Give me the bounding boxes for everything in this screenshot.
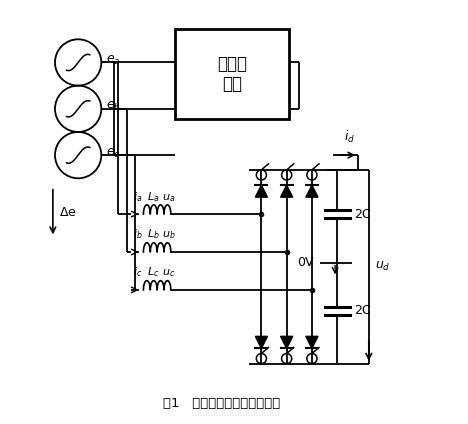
Text: $i_a$: $i_a$ bbox=[133, 190, 142, 204]
Text: $e_b$: $e_b$ bbox=[105, 100, 120, 113]
Text: $\Delta$e: $\Delta$e bbox=[59, 206, 77, 218]
Text: $L_a$: $L_a$ bbox=[147, 190, 159, 204]
Text: $i_c$: $i_c$ bbox=[133, 265, 142, 279]
Text: $e_a$: $e_a$ bbox=[105, 54, 120, 67]
Text: $u_c$: $u_c$ bbox=[161, 268, 175, 279]
Text: 图1   三相三线有源滤波器电路: 图1 三相三线有源滤波器电路 bbox=[163, 397, 280, 410]
Polygon shape bbox=[281, 185, 292, 197]
Text: $i_b$: $i_b$ bbox=[133, 228, 143, 242]
Text: $u_a$: $u_a$ bbox=[161, 192, 175, 204]
Text: 2C: 2C bbox=[354, 208, 371, 220]
Text: $i_d$: $i_d$ bbox=[344, 128, 355, 145]
Bar bbox=[175, 29, 289, 119]
Polygon shape bbox=[306, 185, 318, 197]
Text: 0V: 0V bbox=[297, 256, 314, 269]
Text: $u_d$: $u_d$ bbox=[375, 260, 391, 273]
Text: $e_c$: $e_c$ bbox=[105, 146, 120, 159]
Polygon shape bbox=[281, 336, 292, 349]
Polygon shape bbox=[306, 336, 318, 349]
Polygon shape bbox=[256, 336, 267, 349]
Text: $L_b$: $L_b$ bbox=[147, 228, 160, 242]
Text: 2C: 2C bbox=[354, 304, 371, 318]
Text: $L_c$: $L_c$ bbox=[147, 265, 159, 279]
Polygon shape bbox=[256, 185, 267, 197]
Text: 非线性
负载: 非线性 负载 bbox=[217, 55, 247, 93]
Text: $u_b$: $u_b$ bbox=[161, 230, 175, 242]
